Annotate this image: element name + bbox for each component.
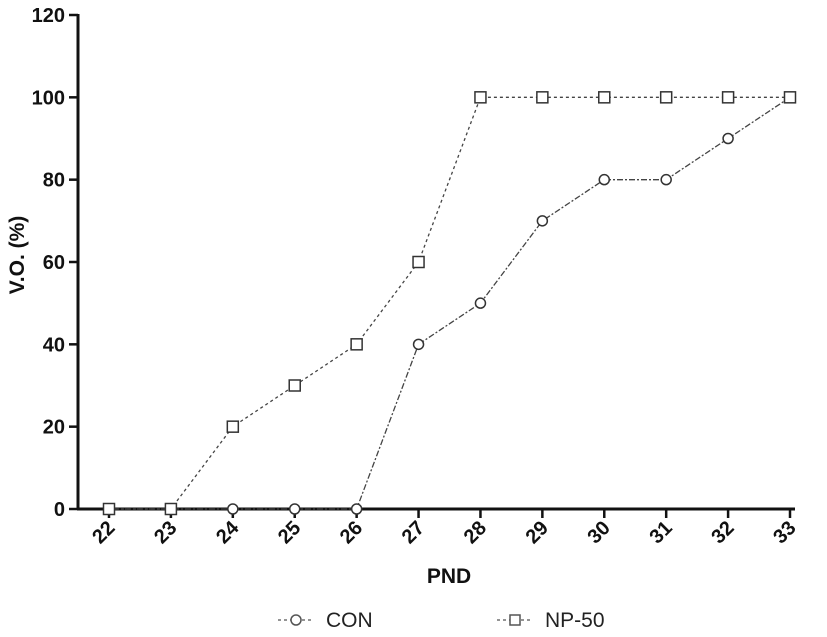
x-tick-label: 33 xyxy=(769,517,800,548)
y-tick-label: 0 xyxy=(54,499,65,521)
x-tick-label: 30 xyxy=(584,517,615,548)
data-point-np50 xyxy=(474,91,487,104)
x-tick-label: 28 xyxy=(460,517,491,548)
data-point-np50 xyxy=(536,91,549,104)
y-tick-label: 20 xyxy=(43,417,65,439)
data-point-con xyxy=(288,503,301,515)
x-tick-label: 23 xyxy=(150,517,181,548)
y-tick-label: 120 xyxy=(32,5,65,27)
data-point-con xyxy=(598,173,611,186)
data-point-np50 xyxy=(288,379,301,392)
legend-label-np50: NP-50 xyxy=(545,609,605,632)
x-tick-label: 24 xyxy=(212,516,244,548)
data-point-np50 xyxy=(350,338,363,351)
x-tick-label: 27 xyxy=(398,517,429,548)
legend-marker-square xyxy=(509,614,521,626)
data-point-np50 xyxy=(164,502,178,516)
x-tick-label: 25 xyxy=(274,517,305,548)
data-point-np50 xyxy=(659,91,673,104)
series-line-con xyxy=(109,96,791,510)
data-point-con xyxy=(350,503,363,515)
data-point-con xyxy=(412,338,425,351)
data-point-con xyxy=(227,503,239,515)
y-axis-title: V.O. (%) xyxy=(6,216,29,295)
x-axis-ticks: 22 23 24 25 26 27 28 29 30 31 32 33 xyxy=(88,509,801,548)
legend-marker-circle xyxy=(290,614,302,626)
x-axis-title: PND xyxy=(427,565,471,588)
data-point-np50 xyxy=(598,91,611,104)
data-point-con xyxy=(722,132,734,145)
y-tick-label: 60 xyxy=(43,252,65,274)
data-point-np50 xyxy=(721,91,735,104)
data-point-con xyxy=(474,297,487,309)
data-point-con xyxy=(536,215,549,227)
data-point-np50 xyxy=(783,91,797,104)
x-tick-label: 26 xyxy=(336,517,367,548)
y-axis-ticks: 0 20 40 60 80 100 120 xyxy=(32,5,78,521)
data-point-np50 xyxy=(102,502,116,516)
legend-item-np50: NP-50 xyxy=(497,609,605,632)
x-tick-label: 31 xyxy=(645,517,676,548)
series-line-np50 xyxy=(109,96,790,510)
data-point-con xyxy=(660,173,672,186)
x-tick-label: 22 xyxy=(88,517,119,548)
data-point-np50 xyxy=(412,255,425,269)
legend: CON NP-50 xyxy=(278,609,605,632)
data-point-np50 xyxy=(226,420,240,433)
y-tick-label: 80 xyxy=(43,170,65,192)
y-tick-label: 40 xyxy=(43,334,65,356)
x-tick-label: 32 xyxy=(707,517,738,548)
x-tick-label: 29 xyxy=(522,517,553,548)
legend-label-con: CON xyxy=(326,609,373,632)
legend-item-con: CON xyxy=(278,609,373,632)
series-layer xyxy=(102,91,797,516)
y-tick-label: 100 xyxy=(32,87,65,109)
